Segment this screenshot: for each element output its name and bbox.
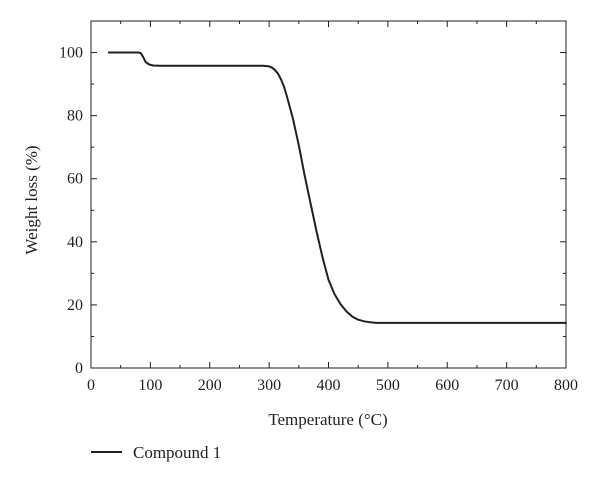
y-tick-label: 60 (67, 171, 83, 188)
legend-label-compound-1: Compound 1 (133, 443, 221, 462)
x-tick-label: 600 (435, 377, 459, 394)
x-tick-label: 200 (198, 377, 222, 394)
data-layer (107, 51, 567, 324)
y-tick-label: 80 (67, 108, 83, 125)
x-tick-label: 100 (138, 377, 162, 394)
y-tick-label: 100 (59, 45, 83, 62)
y-tick-label: 0 (75, 360, 83, 377)
x-tick-label: 400 (317, 377, 341, 394)
series-line-compound-1 (107, 51, 567, 324)
x-tick-label: 800 (554, 377, 578, 394)
axes-layer: 0 100 200 300 400 500 600 700 800 0 20 40 60 80 100 (59, 20, 578, 394)
x-tick-label: 300 (257, 377, 281, 394)
x-tick-label: 0 (87, 377, 95, 394)
x-tick-label: 700 (495, 377, 519, 394)
y-tick-label: 40 (67, 234, 83, 251)
y-axis-title: Weight loss (%) (22, 145, 41, 254)
x-axis-title: Temperature (°C) (268, 410, 387, 429)
legend: Compound 1 (91, 443, 221, 462)
x-tick-label: 500 (376, 377, 400, 394)
plot-frame (90, 20, 567, 369)
y-tick-label: 20 (67, 297, 83, 314)
